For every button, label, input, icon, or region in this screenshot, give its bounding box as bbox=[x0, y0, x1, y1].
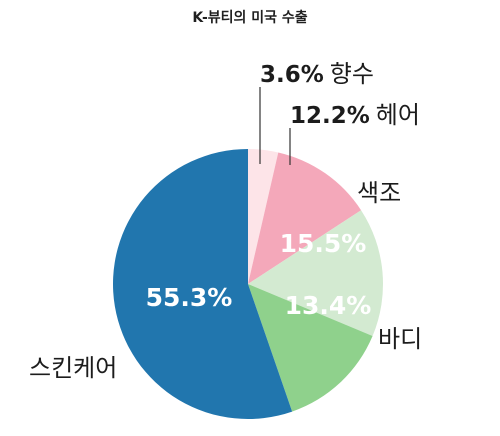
chart-title: K-뷰티의 미국 수출 bbox=[192, 9, 307, 26]
label-perfume: 3.6% 향수 bbox=[260, 60, 374, 88]
value-label-skincare: 55.3% bbox=[146, 283, 233, 312]
category-label-perfume: 향수 bbox=[330, 60, 374, 88]
pie-slice-skincare bbox=[112, 149, 293, 419]
category-label-skincare: 스킨케어 bbox=[29, 354, 117, 382]
pie-slice-hair bbox=[248, 152, 362, 284]
value-label-hair: 12.2% bbox=[290, 103, 370, 129]
value-label-body: 13.4% bbox=[285, 291, 372, 320]
pie-slice-body bbox=[248, 284, 373, 412]
category-label-hair: 헤어 bbox=[376, 101, 420, 129]
value-label-makeup: 15.5% bbox=[280, 229, 367, 258]
pie-slice-makeup bbox=[248, 210, 383, 337]
category-label-body: 바디 bbox=[378, 325, 422, 353]
label-hair: 12.2% 헤어 bbox=[290, 101, 420, 129]
category-label-makeup: 색조 bbox=[357, 179, 401, 207]
pie-slice-perfume bbox=[248, 149, 279, 284]
value-label-perfume: 3.6% bbox=[260, 62, 324, 88]
